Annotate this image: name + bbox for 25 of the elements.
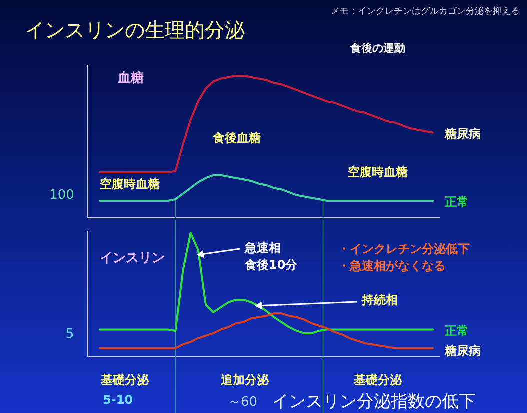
series-label: 正常: [444, 324, 469, 338]
text: 基礎分泌: [100, 373, 150, 387]
annotation: ・インクレチン分泌低下: [338, 242, 470, 256]
text: 100: [50, 188, 74, 203]
annotation: 急速相: [244, 241, 281, 255]
text: メモ：インクレチンはグルカゴン分泌を抑える: [331, 6, 520, 17]
annotation: 食後血糖: [212, 131, 261, 145]
annotation: 食後10分: [244, 258, 299, 272]
annotation: ・急速相がなくなる: [338, 259, 446, 273]
text: 5: [66, 327, 74, 342]
text: インスリン分泌指数の低下: [272, 392, 476, 412]
y-axis-title: 血糖: [117, 70, 144, 86]
annotation: 空腹時血糖: [348, 165, 408, 179]
series-label: 正常: [444, 194, 469, 209]
annotation: 持続相: [361, 293, 398, 307]
annotation: 空腹時血糖: [100, 177, 160, 191]
series-label: 糖尿病: [444, 126, 481, 141]
y-axis-title: インスリン: [100, 251, 165, 266]
text: 食後の運動: [350, 42, 406, 55]
text: 基礎分泌: [353, 373, 403, 387]
text: 5-10: [102, 393, 134, 407]
series-label: 糖尿病: [444, 344, 481, 358]
chart-title: インスリンの生理的分泌: [25, 18, 245, 42]
text: 追加分泌: [220, 373, 270, 387]
text: ～60: [228, 395, 258, 410]
